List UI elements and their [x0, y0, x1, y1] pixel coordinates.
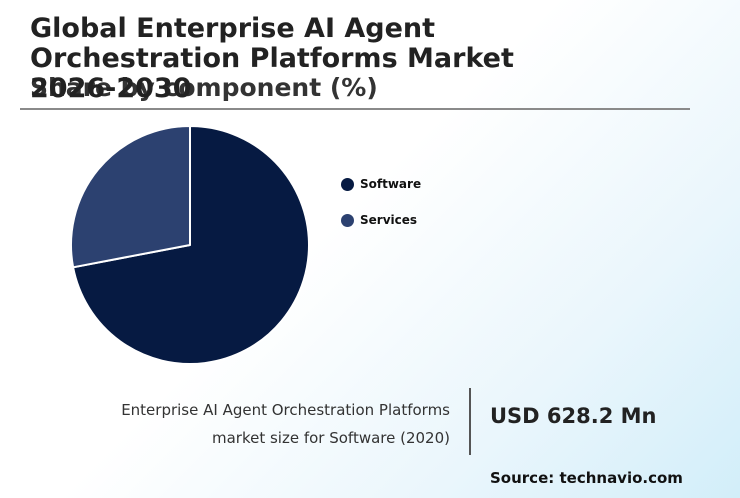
- description-line-1: Enterprise AI Agent Orchestration Platfo…: [121, 401, 450, 419]
- description-line-2: market size for Software (2020): [211, 429, 450, 447]
- market-size-value: USD 628.2 Mn: [490, 404, 657, 428]
- title-divider: [20, 108, 690, 110]
- legend-item-software: Software: [341, 175, 421, 193]
- chart-subtitle: Share by component (%): [30, 73, 378, 102]
- pie-slice-software: [72, 125, 310, 365]
- legend-label-services: Services: [360, 213, 418, 227]
- chart-legend: Software Services: [341, 175, 421, 247]
- legend-swatch-software: [341, 177, 354, 191]
- footer-divider: [469, 388, 471, 455]
- legend-item-services: Services: [341, 211, 421, 229]
- chart-title: Global Enterprise AI Agent Orchestration…: [30, 13, 514, 104]
- pie-slice-services: [70, 125, 191, 269]
- source-credit: Source: technavio.com: [490, 469, 683, 487]
- market-size-description: Enterprise AI Agent Orchestration Platfo…: [60, 396, 450, 452]
- legend-label-software: Software: [360, 177, 422, 191]
- legend-swatch-services: [341, 213, 354, 227]
